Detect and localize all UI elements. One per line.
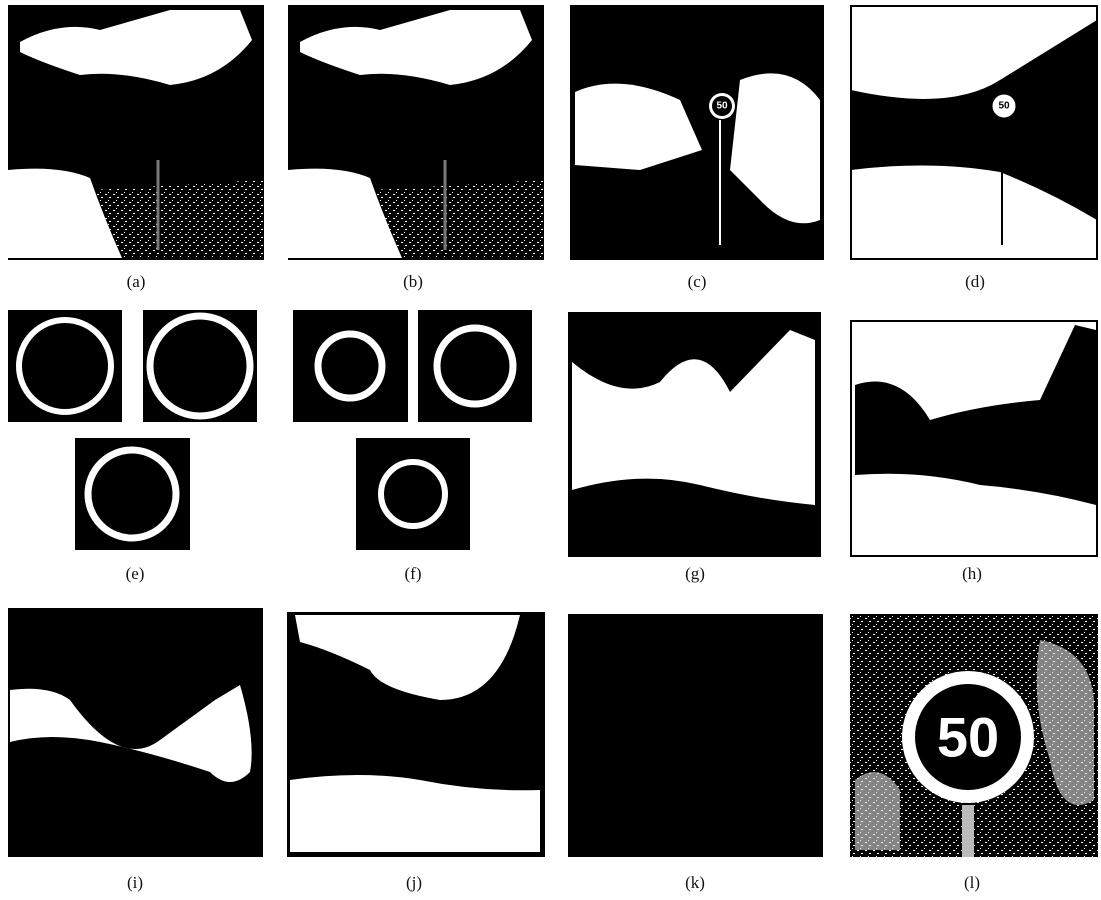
sign-text: 50 — [937, 706, 999, 769]
sign-text: 50 — [998, 101, 1010, 112]
panel-label: (e) — [126, 564, 145, 583]
panel-l: 50 — [850, 614, 1098, 857]
panel-label: (i) — [127, 873, 143, 892]
panel-b — [288, 5, 544, 260]
panel-label: (l) — [964, 873, 980, 892]
panel-label: (a) — [127, 272, 146, 291]
panel-h — [851, 321, 1097, 556]
panel-k — [568, 614, 823, 857]
panel-label: (k) — [685, 873, 705, 892]
panel-i — [8, 608, 263, 857]
panel-label: (h) — [962, 564, 982, 583]
panel-e — [8, 310, 257, 550]
sign-text: 50 — [716, 101, 728, 112]
panel-g — [568, 312, 821, 557]
page: 50 50 — [0, 0, 1101, 900]
panel-label: (f) — [405, 564, 422, 583]
panel-c: 50 — [570, 5, 824, 260]
panel-d: 50 — [851, 6, 1097, 259]
panel-label: (j) — [406, 873, 422, 892]
panel-a — [8, 5, 264, 260]
panel-label: (c) — [688, 272, 707, 291]
figure: 50 50 — [0, 0, 1101, 900]
panel-label: (d) — [965, 272, 985, 291]
panel-j — [287, 612, 545, 857]
panel-f — [293, 310, 532, 550]
panel-label: (g) — [685, 564, 705, 583]
panel-label: (b) — [403, 272, 423, 291]
